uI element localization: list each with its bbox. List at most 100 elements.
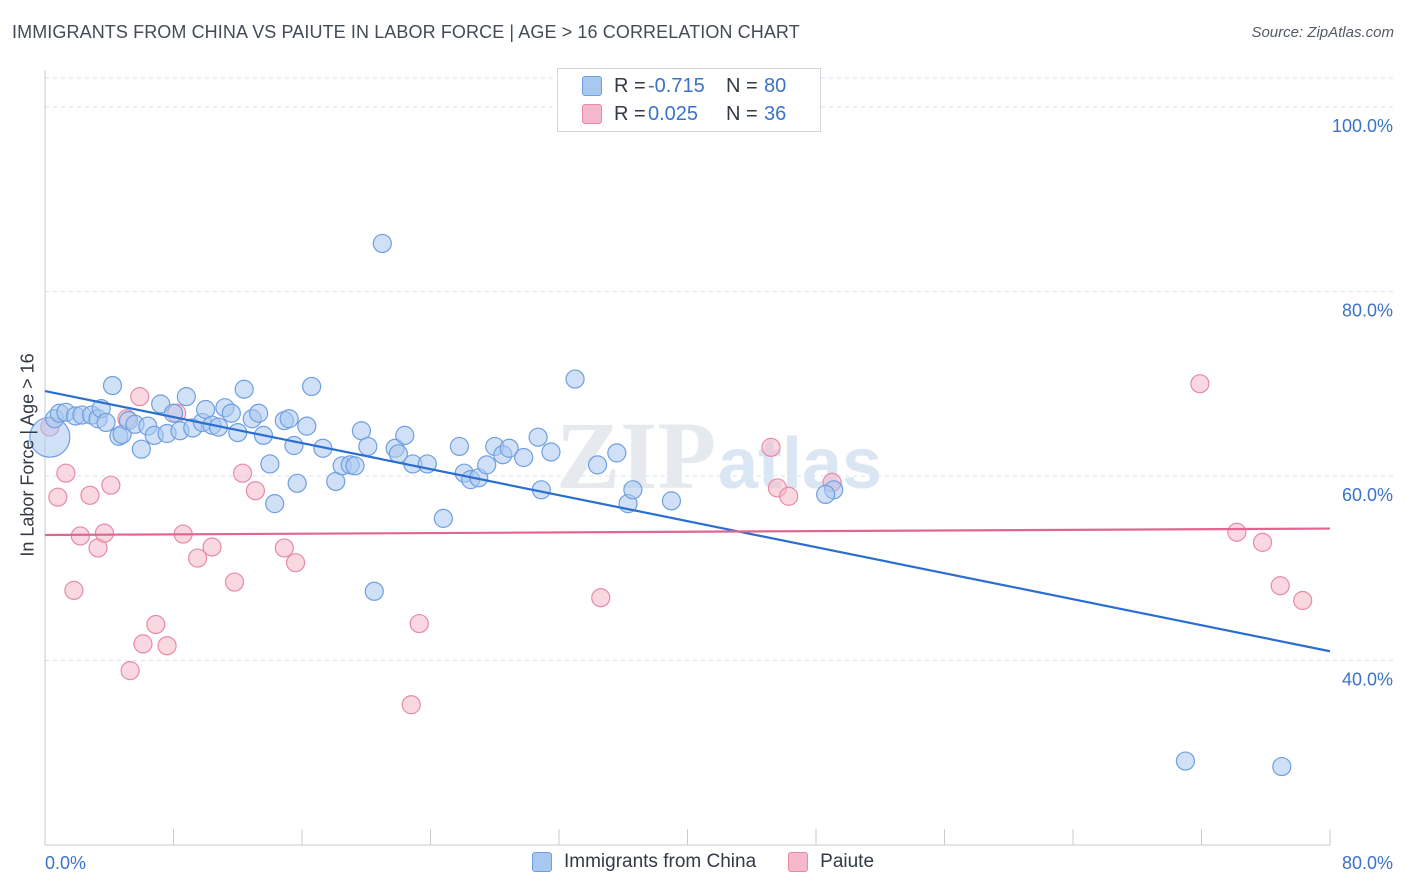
china-swatch bbox=[582, 76, 602, 96]
china-point bbox=[433, 508, 453, 528]
china-point bbox=[102, 375, 123, 396]
china-point bbox=[279, 409, 299, 429]
r-value: 0.025 bbox=[648, 102, 699, 125]
stats-legend-row-paiute: R = 0.025 N = 36 bbox=[582, 101, 786, 127]
china-point bbox=[1175, 751, 1196, 771]
china-trend-line bbox=[44, 389, 1331, 653]
paiute-point bbox=[245, 481, 266, 501]
china-point bbox=[816, 484, 836, 505]
china-point bbox=[96, 412, 116, 433]
china-points bbox=[29, 233, 1292, 777]
trend-lines bbox=[44, 389, 1331, 653]
paiute-point bbox=[232, 463, 253, 483]
paiute-point bbox=[401, 695, 421, 715]
china-point bbox=[514, 447, 534, 468]
china-point bbox=[395, 425, 415, 445]
n-label: N = bbox=[726, 74, 758, 97]
paiute-trend-line bbox=[44, 527, 1331, 537]
paiute-point bbox=[409, 613, 429, 634]
china-point bbox=[287, 473, 307, 493]
r-label: R = bbox=[614, 102, 646, 125]
paiute-point bbox=[224, 572, 245, 592]
china-point bbox=[1272, 756, 1292, 777]
stats-legend-row-china: R = -0.715 N = 80 bbox=[582, 73, 786, 99]
x-tick-label: 0.0% bbox=[45, 853, 86, 873]
gridlines bbox=[45, 77, 1394, 661]
paiute-point bbox=[591, 588, 611, 608]
china-point bbox=[499, 438, 519, 458]
y-tick-label: 40.0% bbox=[1342, 669, 1393, 689]
paiute-swatch bbox=[582, 104, 602, 124]
axes bbox=[44, 70, 1331, 846]
stats-legend: R = -0.715 N = 80 R = 0.025 N = 36 bbox=[557, 68, 821, 132]
paiute-point bbox=[64, 580, 84, 600]
china-point bbox=[541, 442, 561, 462]
paiute-point bbox=[133, 634, 153, 654]
chart-title: IMMIGRANTS FROM CHINA VS PAIUTE IN LABOR… bbox=[12, 22, 800, 42]
paiute-point bbox=[120, 661, 140, 681]
china-point bbox=[477, 455, 497, 475]
legend-label-china: Immigrants from China bbox=[563, 851, 757, 872]
paiute-point bbox=[56, 463, 76, 483]
china-point bbox=[265, 494, 285, 514]
china-point bbox=[297, 416, 317, 436]
china-point bbox=[587, 455, 608, 475]
legend-item-china: Immigrants from China bbox=[531, 851, 757, 873]
y-tick-label: 60.0% bbox=[1342, 485, 1393, 505]
china-point bbox=[623, 480, 643, 500]
r-value: -0.715 bbox=[648, 74, 705, 97]
paiute-point bbox=[80, 485, 100, 505]
paiute-point bbox=[130, 387, 150, 407]
china-point bbox=[565, 369, 585, 389]
china-point bbox=[302, 376, 322, 397]
china-point bbox=[228, 422, 248, 443]
paiute-point bbox=[146, 614, 166, 635]
n-label: N = bbox=[726, 102, 758, 125]
tick-labels: 40.0% 60.0% 80.0% 100.0% 0.0% 80.0% bbox=[45, 116, 1393, 873]
china-point bbox=[358, 436, 378, 457]
china-point bbox=[449, 436, 470, 457]
n-value: 36 bbox=[764, 102, 787, 125]
paiute-point bbox=[48, 487, 68, 507]
series-legend: Immigrants from China Paiute bbox=[0, 851, 1406, 873]
china-point bbox=[260, 454, 280, 474]
china-point bbox=[131, 439, 151, 459]
china-point bbox=[661, 491, 682, 511]
paiute-point bbox=[285, 553, 306, 573]
r-label: R = bbox=[614, 74, 646, 97]
paiute-point bbox=[101, 475, 121, 495]
y-axis-label: In Labor Force | Age > 16 bbox=[17, 353, 38, 557]
svg-text:atlas: atlas bbox=[718, 424, 882, 504]
n-value: 80 bbox=[764, 74, 787, 97]
paiute-point bbox=[1293, 590, 1313, 611]
legend-item-paiute: Paiute bbox=[788, 851, 874, 873]
china-point bbox=[176, 387, 196, 407]
paiute-point bbox=[761, 437, 781, 457]
paiute-point bbox=[157, 636, 177, 656]
paiute-legend-swatch bbox=[788, 852, 809, 872]
paiute-point bbox=[202, 537, 222, 557]
china-legend-swatch bbox=[531, 852, 552, 872]
china-point bbox=[364, 581, 384, 601]
paiute-point bbox=[1252, 532, 1273, 552]
paiute-point bbox=[779, 486, 799, 506]
china-point bbox=[372, 233, 392, 254]
x-tick-label: 80.0% bbox=[1342, 853, 1393, 873]
china-point bbox=[221, 403, 241, 423]
y-tick-label: 100.0% bbox=[1332, 116, 1393, 136]
paiute-point bbox=[187, 548, 208, 568]
y-tick-label: 80.0% bbox=[1342, 300, 1393, 320]
china-point bbox=[607, 443, 627, 463]
paiute-point bbox=[94, 523, 115, 543]
paiute-point bbox=[1227, 522, 1247, 542]
paiute-point bbox=[1190, 374, 1210, 394]
china-point bbox=[528, 427, 548, 447]
china-point bbox=[249, 403, 269, 423]
china-point bbox=[234, 379, 254, 399]
legend-label-paiute: Paiute bbox=[820, 851, 875, 872]
china-point bbox=[345, 456, 365, 476]
paiute-point bbox=[274, 538, 294, 558]
source-note: Source: ZipAtlas.com bbox=[1251, 24, 1394, 41]
paiute-point bbox=[1270, 576, 1290, 596]
